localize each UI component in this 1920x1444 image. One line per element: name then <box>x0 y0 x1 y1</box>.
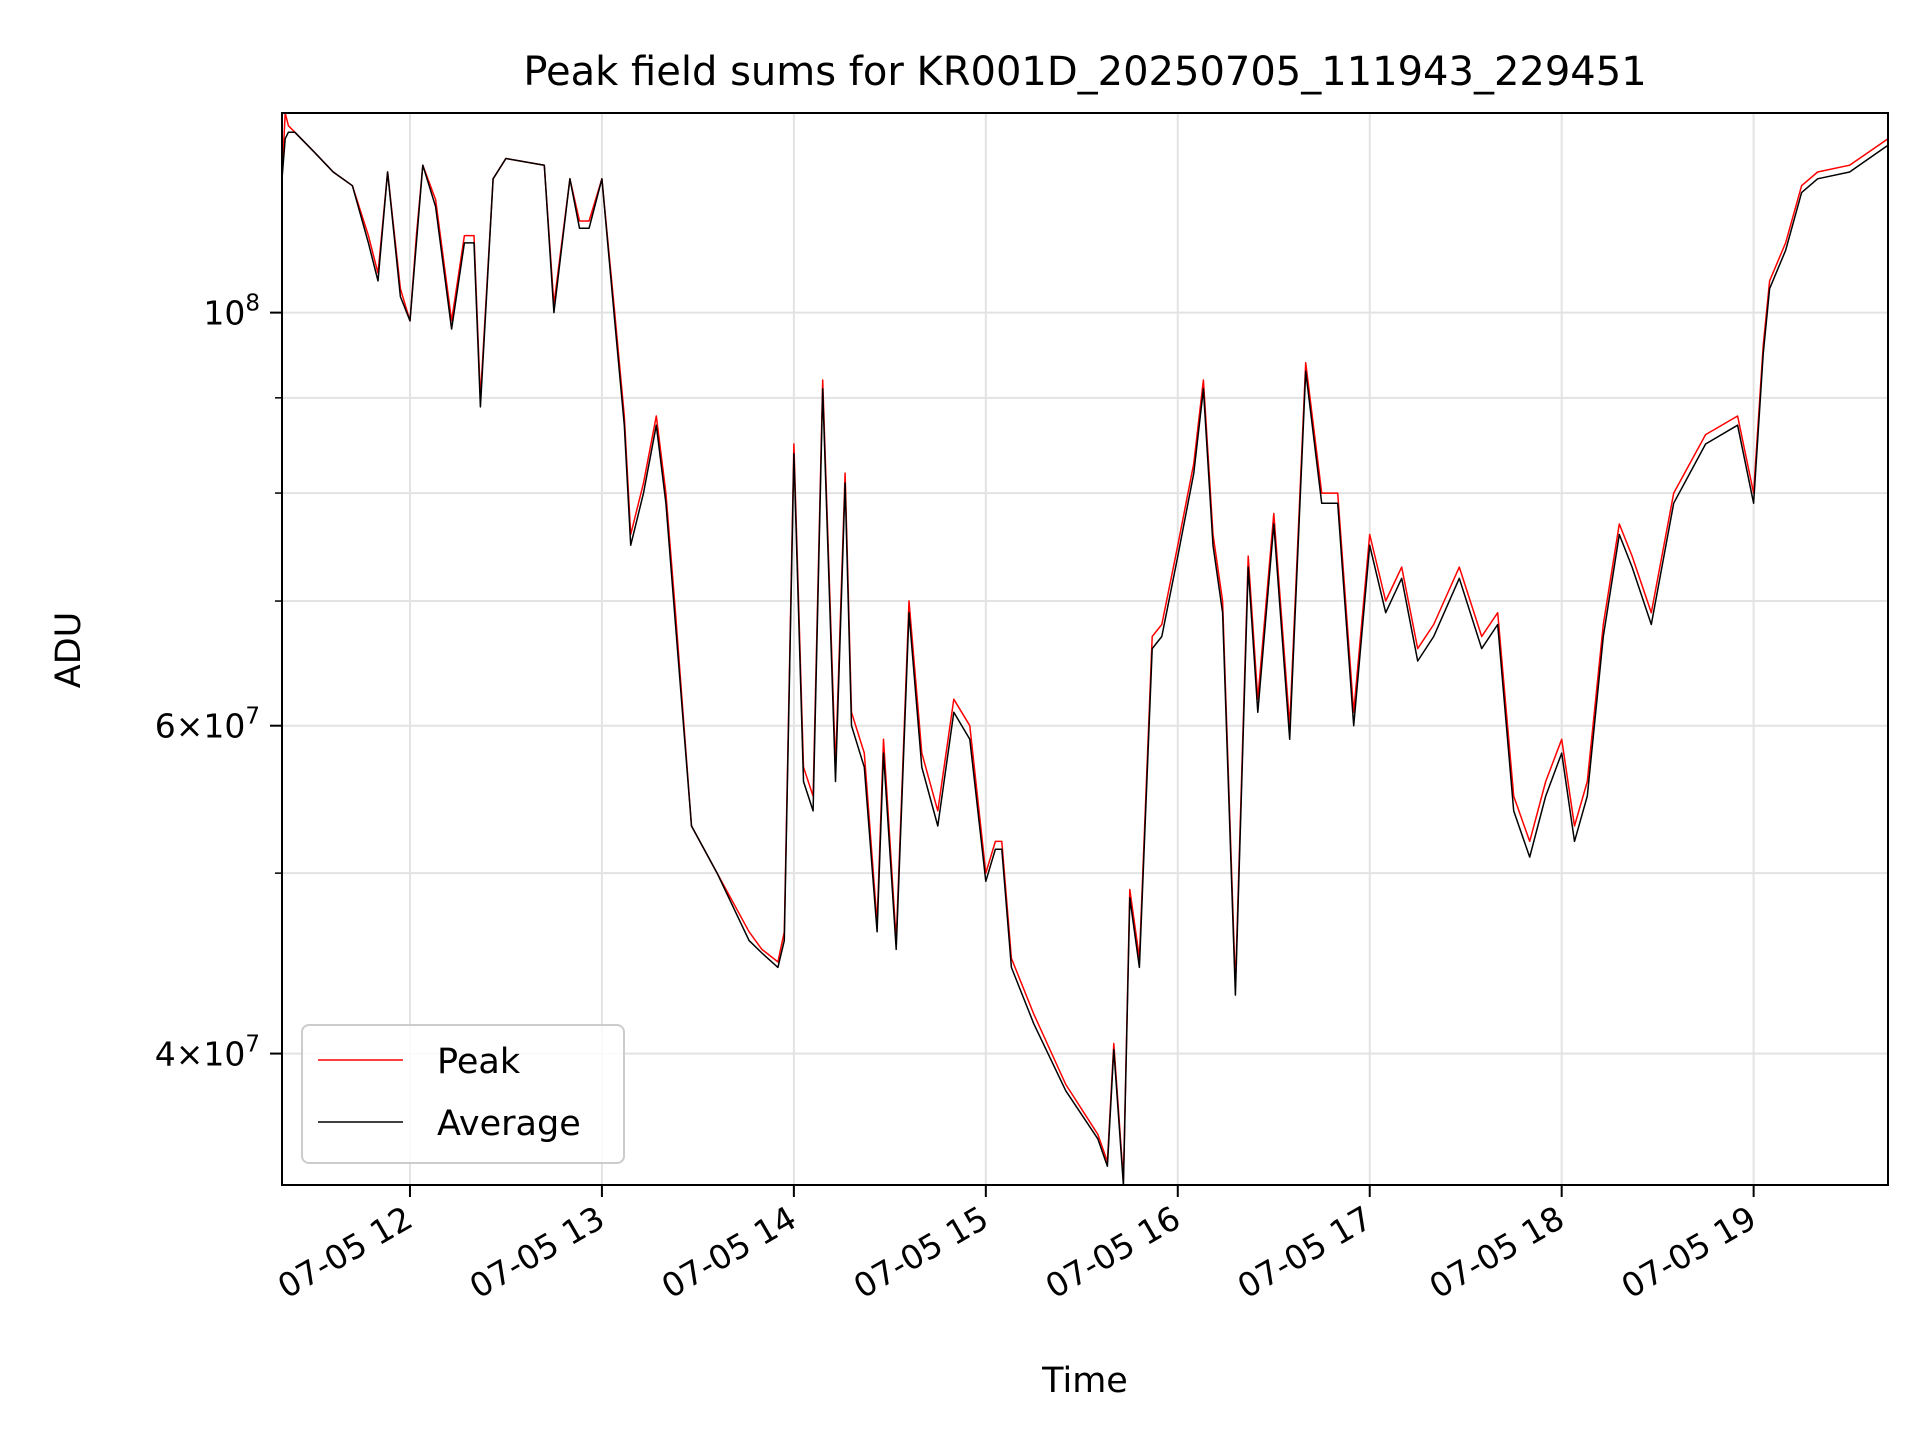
legend-label-average: Average <box>437 1104 581 1144</box>
chart-title: Peak field sums for KR001D_20250705_1119… <box>523 49 1646 95</box>
y-tick-label: 4×107 <box>155 1032 260 1074</box>
x-axis-label: Time <box>1041 1361 1128 1401</box>
legend-label-peak: Peak <box>437 1042 521 1082</box>
y-axis-label: ADU <box>49 612 89 689</box>
series-layer <box>281 112 1889 1186</box>
plot-area-frame <box>281 112 1889 1186</box>
y-tick-label: 6×107 <box>155 704 260 746</box>
series-line-average <box>281 131 1889 1186</box>
legend: Peak Average <box>301 1024 625 1164</box>
y-tick-label: 108 <box>203 291 260 333</box>
